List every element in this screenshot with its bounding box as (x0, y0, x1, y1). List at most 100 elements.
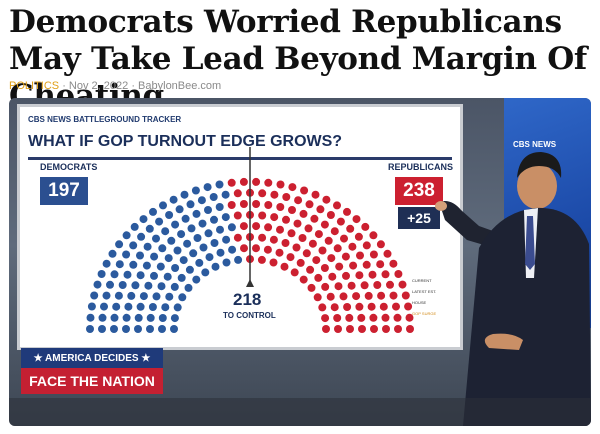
studio-floor (9, 398, 591, 426)
democrat-seat (114, 291, 123, 300)
democrat-seat (130, 222, 139, 231)
meta-separator: · (131, 80, 139, 92)
republican-seat (342, 271, 350, 280)
republican-seat (347, 281, 356, 290)
lower-third: ★ AMERICA DECIDES ★ FACE THE NATION (21, 348, 163, 394)
democrat-seat (222, 258, 231, 267)
democrat-seat (175, 205, 184, 214)
battleground-board: CBS NEWS BATTLEGROUND TRACKER WHAT IF GO… (17, 104, 463, 350)
republican-seat (373, 281, 382, 289)
democrat-seat (118, 281, 127, 289)
republican-seat (335, 262, 344, 271)
democrat-seat (210, 239, 219, 247)
republican-seat (379, 302, 388, 311)
democrat-seat (148, 303, 157, 311)
board-legend: CURRENT LATEST EST. HOUSE GOP SURGE (412, 275, 436, 319)
republican-seat (304, 224, 313, 233)
republican-seat (376, 260, 385, 269)
democrat-seat (181, 214, 190, 223)
control-number: 218 (233, 290, 262, 309)
democrat-seat (115, 260, 124, 269)
democrat-seat (204, 229, 213, 238)
republican-seat (322, 325, 330, 333)
republican-seat (327, 254, 336, 263)
republican-seat (292, 243, 301, 252)
republican-seat (263, 245, 272, 254)
democrat-seat (215, 203, 224, 211)
democrat-seat (136, 251, 144, 260)
category-link[interactable]: POLITICS (9, 80, 60, 92)
republican-seat (322, 195, 331, 204)
republican-seat (343, 303, 352, 311)
legend-item: GOP SURGE (412, 311, 437, 316)
republican-seat (305, 200, 314, 209)
democrat-seat (115, 240, 124, 249)
republican-seat (282, 215, 290, 224)
tracker-label: CBS NEWS BATTLEGROUND TRACKER (28, 115, 182, 124)
democrat-seat (87, 302, 96, 311)
democrat-seat (159, 201, 167, 210)
republican-seat (348, 242, 357, 251)
republican-seat (321, 282, 330, 291)
democrat-seat (98, 325, 106, 333)
democrat-seat (203, 183, 212, 192)
republican-seat (310, 214, 319, 223)
democrat-seat (185, 265, 194, 274)
republican-seat (313, 293, 322, 302)
republican-seat (306, 265, 315, 274)
republican-seat (360, 281, 369, 290)
republican-seat (252, 222, 261, 231)
america-decides-banner: ★ AMERICA DECIDES ★ (21, 348, 163, 368)
republican-seat (282, 193, 291, 201)
democrat-seat (211, 262, 220, 271)
republican-seat (227, 201, 236, 209)
republican-seat (394, 325, 402, 333)
democrat-seat (86, 325, 94, 333)
republican-seat (369, 313, 378, 322)
republican-seat (356, 251, 364, 260)
republican-seat (382, 325, 390, 333)
democrat-seat (150, 271, 158, 280)
democrat-seat (192, 209, 201, 218)
legend-item: HOUSE (412, 300, 427, 305)
republican-seat (334, 282, 343, 291)
republican-seat (386, 280, 394, 289)
republican-seat (358, 325, 366, 333)
republican-seat (401, 291, 410, 300)
republican-seat (270, 190, 279, 199)
democrat-seat (145, 224, 154, 233)
republican-seat (299, 209, 308, 218)
republican-seat (349, 261, 358, 270)
legend-item: LATEST EST. (412, 289, 437, 294)
democrat-seat (193, 234, 202, 242)
democrat-seat (201, 268, 210, 277)
democrat-seat (102, 291, 111, 300)
republican-seat (389, 291, 398, 300)
republican-seat (258, 211, 267, 220)
majority-marker (246, 279, 254, 287)
republican-seat (316, 205, 325, 214)
republican-seat (233, 233, 242, 242)
republican-seat (276, 225, 284, 234)
democrat-seat (169, 195, 178, 204)
republican-seat (307, 283, 316, 292)
republican-seat (369, 250, 378, 259)
republican-seat (239, 222, 248, 231)
face-the-nation-logo: FACE THE NATION (21, 368, 163, 394)
republican-seat (352, 292, 361, 301)
republican-seat (296, 258, 305, 267)
democrat-seat (131, 281, 140, 290)
democrat-seat (142, 261, 151, 270)
republican-seat (341, 252, 350, 261)
republican-seat (352, 215, 361, 224)
democrat-seat (171, 264, 180, 272)
side-network-logo: CBS NEWS (513, 140, 557, 149)
democrat-seat (122, 313, 131, 322)
republican-seat (320, 220, 329, 229)
republican-seat (294, 196, 303, 205)
republican-seat (299, 275, 308, 284)
democrat-seat (186, 200, 195, 209)
democrat-seat (205, 253, 214, 262)
republican-seat (328, 272, 337, 281)
democrat-seat (127, 291, 136, 300)
